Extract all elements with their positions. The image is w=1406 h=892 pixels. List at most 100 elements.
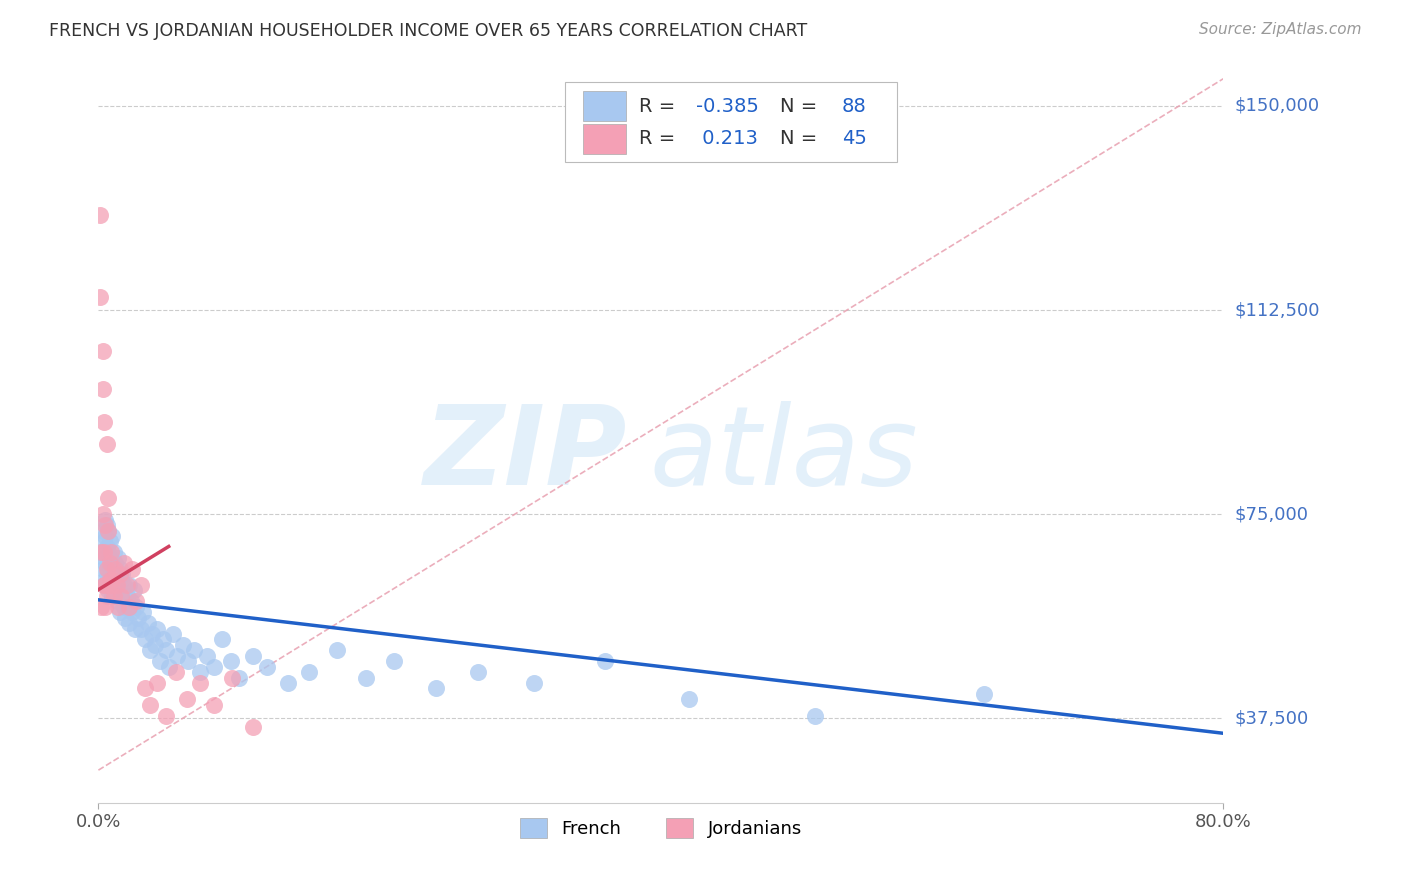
Point: [143, 638, 166, 652]
Point: [132, 605, 155, 619]
Point: [125, 599, 148, 614]
Point: [100, 578, 122, 592]
Point: [91, 562, 114, 576]
Point: [172, 638, 194, 652]
Point: [804, 708, 827, 723]
Point: [195, 648, 218, 663]
Point: [98, 562, 121, 576]
Point: [90, 545, 112, 559]
Point: [678, 692, 700, 706]
Point: [176, 692, 198, 706]
Point: [166, 648, 188, 663]
Point: [188, 676, 211, 690]
Point: [90, 599, 112, 614]
Point: [94, 529, 117, 543]
Point: [104, 578, 127, 592]
Point: [107, 550, 129, 565]
Point: [108, 605, 131, 619]
Point: [103, 545, 125, 559]
Point: [124, 622, 146, 636]
Point: [177, 654, 200, 668]
Point: [326, 643, 349, 657]
Point: [122, 583, 145, 598]
Text: R =: R =: [640, 129, 676, 148]
Point: [382, 654, 405, 668]
Point: [108, 562, 131, 576]
Point: [97, 545, 120, 559]
Point: [165, 665, 187, 680]
Point: [162, 627, 184, 641]
Point: [103, 573, 125, 587]
Point: [108, 567, 131, 582]
Point: [100, 545, 122, 559]
Text: N =: N =: [780, 96, 817, 116]
Point: [97, 491, 120, 505]
Point: [149, 654, 172, 668]
Point: [110, 573, 132, 587]
Point: [97, 524, 120, 538]
Point: [90, 545, 112, 559]
Point: [425, 681, 447, 696]
Text: -0.385: -0.385: [696, 96, 759, 116]
Point: [91, 343, 114, 358]
Point: [93, 578, 115, 592]
Point: [105, 567, 128, 582]
Bar: [565, 82, 897, 162]
Point: [103, 589, 125, 603]
Point: [100, 578, 122, 592]
Text: ZIP: ZIP: [423, 401, 627, 508]
Point: [94, 518, 117, 533]
Point: [277, 676, 299, 690]
Point: [141, 627, 163, 641]
Text: R =: R =: [640, 96, 676, 116]
Point: [104, 556, 127, 570]
Text: $75,000: $75,000: [1234, 505, 1309, 524]
Point: [89, 289, 111, 303]
Point: [121, 605, 143, 619]
Point: [129, 578, 152, 592]
Point: [112, 578, 135, 592]
Point: [110, 589, 132, 603]
Point: [105, 594, 128, 608]
Point: [94, 556, 117, 570]
Point: [115, 578, 138, 592]
Point: [93, 534, 115, 549]
Point: [101, 562, 124, 576]
Point: [973, 687, 995, 701]
Text: FRENCH VS JORDANIAN HOUSEHOLDER INCOME OVER 65 YEARS CORRELATION CHART: FRENCH VS JORDANIAN HOUSEHOLDER INCOME O…: [49, 22, 807, 40]
Point: [98, 534, 121, 549]
Point: [221, 671, 243, 685]
Point: [523, 676, 546, 690]
Point: [467, 665, 489, 680]
Point: [96, 518, 118, 533]
Point: [152, 632, 174, 647]
Point: [242, 720, 264, 734]
Point: [114, 610, 136, 624]
Point: [112, 556, 135, 570]
Point: [91, 382, 114, 396]
Text: 0.213: 0.213: [696, 129, 758, 148]
Point: [136, 616, 159, 631]
Point: [93, 415, 115, 429]
Point: [94, 513, 117, 527]
Point: [219, 654, 242, 668]
Point: [96, 436, 118, 450]
Point: [93, 550, 115, 565]
Point: [93, 545, 115, 559]
Point: [228, 671, 250, 685]
Point: [97, 583, 120, 598]
Point: [155, 708, 177, 723]
Point: [101, 589, 124, 603]
Point: [127, 610, 149, 624]
Point: [129, 622, 152, 636]
Point: [354, 671, 377, 685]
Point: [139, 643, 162, 657]
Text: Source: ZipAtlas.com: Source: ZipAtlas.com: [1198, 22, 1361, 37]
Bar: [583, 124, 626, 153]
Text: $150,000: $150,000: [1234, 97, 1319, 115]
Point: [97, 524, 120, 538]
Point: [97, 556, 120, 570]
Point: [101, 573, 124, 587]
Point: [155, 643, 177, 657]
Point: [89, 208, 111, 222]
